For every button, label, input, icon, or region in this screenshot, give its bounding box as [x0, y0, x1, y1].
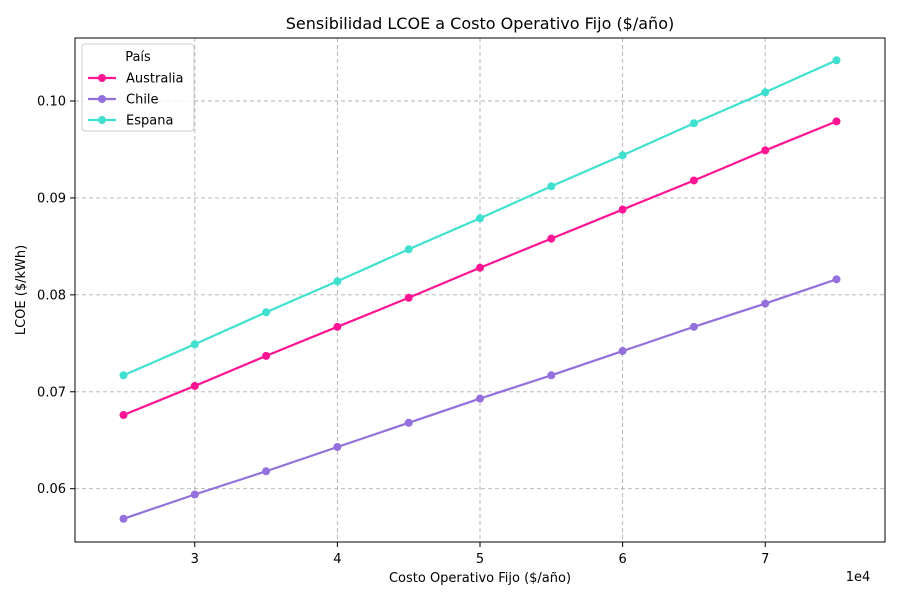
data-point [761, 88, 770, 97]
legend: País Australia Chile Espana [81, 43, 195, 132]
data-point [119, 371, 128, 380]
data-point [547, 234, 556, 243]
data-point [190, 340, 199, 349]
legend-items: Australia Chile Espana [88, 72, 184, 129]
x-axis-label: Costo Operativo Fijo ($/año) [389, 571, 571, 586]
series-australia [119, 117, 841, 420]
y-tick-label: 0.06 [37, 482, 66, 497]
y-axis-label: LCOE ($/kWh) [14, 245, 29, 335]
series-layer [119, 56, 841, 523]
data-point [333, 277, 342, 286]
legend-label: Australia [126, 72, 184, 87]
data-point [689, 176, 698, 185]
data-point [404, 418, 413, 427]
data-point [119, 514, 128, 523]
chart-title: Sensibilidad LCOE a Costo Operativo Fijo… [286, 14, 674, 33]
series-espana [119, 56, 841, 380]
data-point [832, 275, 841, 284]
data-point [333, 322, 342, 331]
data-point [832, 56, 841, 65]
data-point [404, 293, 413, 302]
legend-swatch-marker [98, 95, 106, 103]
series-chile [119, 275, 841, 523]
data-point [618, 347, 627, 356]
data-point [761, 146, 770, 155]
data-point [618, 205, 627, 214]
y-tick-label: 0.07 [37, 385, 66, 400]
data-point [119, 411, 128, 420]
data-point [689, 322, 698, 331]
legend-label: Espana [126, 114, 173, 129]
data-point [190, 490, 199, 499]
data-point [190, 381, 199, 390]
data-point [476, 214, 484, 223]
data-point [547, 182, 556, 191]
data-point [404, 245, 413, 254]
data-point [262, 308, 271, 317]
x-tick-label: 5 [476, 552, 484, 567]
data-point [262, 351, 271, 360]
x-tick-label: 4 [333, 552, 341, 567]
x-tick-label: 3 [191, 552, 199, 567]
legend-title: País [125, 50, 151, 65]
legend-item-australia: Australia [88, 72, 184, 87]
x-tick-label: 6 [618, 552, 626, 567]
y-tick-label: 0.08 [37, 288, 66, 303]
data-point [618, 151, 627, 160]
data-point [832, 117, 841, 126]
grid [75, 38, 885, 542]
data-point [476, 263, 484, 272]
legend-label: Chile [126, 93, 159, 108]
data-point [761, 299, 770, 308]
x-axis-ticks: 3 4 5 6 7 [191, 542, 769, 567]
legend-swatch-marker [98, 116, 106, 124]
data-point [476, 394, 484, 403]
legend-box [81, 43, 195, 132]
y-tick-label: 0.10 [37, 95, 66, 110]
data-point [333, 443, 342, 452]
data-point [262, 467, 271, 476]
x-axis-multiplier: 1e4 [846, 570, 871, 585]
data-point [689, 119, 698, 128]
y-axis-ticks: 0.06 0.07 0.08 0.09 0.10 [37, 95, 75, 497]
y-tick-label: 0.09 [37, 191, 66, 206]
data-point [547, 371, 556, 380]
legend-swatch-marker [98, 74, 106, 82]
legend-item-chile: Chile [88, 93, 159, 108]
x-tick-label: 7 [761, 552, 769, 567]
legend-item-espana: Espana [88, 114, 173, 129]
